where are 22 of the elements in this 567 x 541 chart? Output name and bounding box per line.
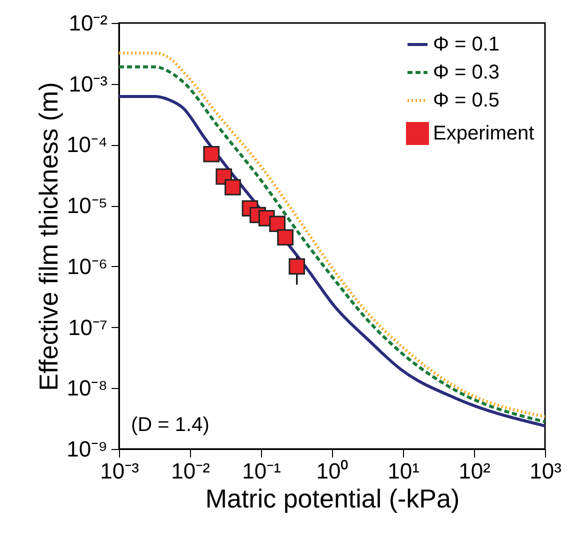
x-tick-label: 10⁻¹ (242, 458, 281, 484)
x-tick-label: 10⁻³ (100, 458, 139, 484)
x-tick-label: 10⁻² (171, 458, 210, 484)
legend-label: Φ = 0.1 (433, 34, 500, 56)
annotation: (D = 1.4) (131, 414, 210, 436)
x-tick-label: 10⁰ (316, 458, 349, 484)
y-tick-label: 10⁻⁵ (66, 193, 108, 218)
legend-label: Φ = 0.3 (433, 62, 500, 84)
x-tick-label: 10¹ (388, 458, 420, 484)
legend-label: Φ = 0.5 (433, 90, 500, 112)
x-axis-title: Matric potential (-kPa) (205, 484, 460, 514)
y-tick-label: 10⁻³ (68, 71, 108, 96)
y-tick-label: 10⁻⁶ (66, 254, 108, 279)
y-tick-label: 10⁻⁸ (66, 376, 108, 401)
y-tick-label: 10⁻⁷ (68, 314, 108, 340)
y-tick-label: 10⁻⁹ (66, 436, 108, 462)
x-tick-label: 10³ (530, 458, 562, 484)
y-axis-title: Effective film thickness (m) (34, 82, 64, 391)
x-tick-label: 10² (458, 458, 490, 484)
y-tick-label: 10⁻⁴ (66, 132, 108, 158)
y-tick-label: 10⁻² (68, 10, 108, 36)
legend-label: Experiment (433, 122, 535, 144)
